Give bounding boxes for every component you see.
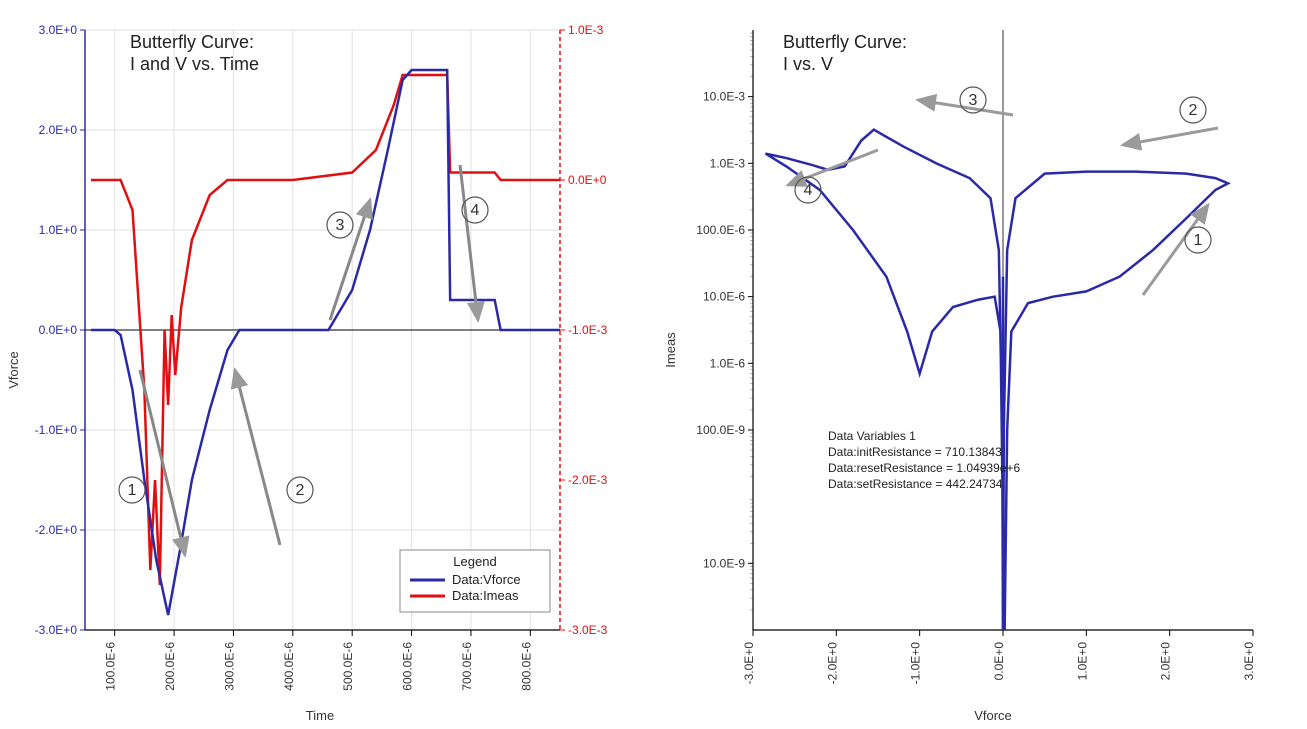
left-chart-panel: 100.0E-6 200.0E-6 300.0E-6 400.0E-6 500.0E-6… xyxy=(0,0,653,729)
step-number: 4 xyxy=(804,182,813,199)
svg-text:1.0E-6: 1.0E-6 xyxy=(710,356,746,370)
step-number: 3 xyxy=(336,217,345,234)
step-number: 2 xyxy=(1189,102,1198,119)
svg-text:-3.0E+0: -3.0E+0 xyxy=(742,642,756,685)
data-variables-line: Data:initResistance = 710.13843 xyxy=(828,445,1002,459)
svg-text:-1.0E+0: -1.0E+0 xyxy=(35,423,78,437)
svg-text:-2.0E+0: -2.0E+0 xyxy=(825,642,839,685)
step-number: 1 xyxy=(128,482,137,499)
svg-text:1.0E-3: 1.0E-3 xyxy=(710,156,746,170)
svg-text:0.0E+0: 0.0E+0 xyxy=(568,173,607,187)
svg-text:2.0E+0: 2.0E+0 xyxy=(1159,642,1173,681)
svg-text:400.0E-6: 400.0E-6 xyxy=(282,642,296,691)
right-title-1: Butterfly Curve: xyxy=(783,32,907,52)
svg-text:1.0E+0: 1.0E+0 xyxy=(1075,642,1089,681)
data-variables-line: Data:setResistance = 442.24734 xyxy=(828,477,1003,491)
svg-text:-3.0E-3: -3.0E-3 xyxy=(568,623,608,637)
legend-item: Data:Imeas xyxy=(452,588,519,603)
direction-arrow-icon xyxy=(918,100,1013,115)
direction-arrow-icon xyxy=(235,370,280,545)
svg-text:1.0E+0: 1.0E+0 xyxy=(39,223,78,237)
right-ylabel: Imeas xyxy=(663,332,678,368)
svg-text:10.0E-3: 10.0E-3 xyxy=(703,90,745,104)
svg-text:0.0E+0: 0.0E+0 xyxy=(39,323,78,337)
svg-text:-1.0E-3: -1.0E-3 xyxy=(568,323,608,337)
step-number: 4 xyxy=(471,202,480,219)
svg-text:600.0E-6: 600.0E-6 xyxy=(401,642,415,691)
svg-text:3.0E+0: 3.0E+0 xyxy=(39,23,78,37)
data-variables-line: Data:resetResistance = 1.04939e+6 xyxy=(828,461,1020,475)
svg-text:1.0E-3: 1.0E-3 xyxy=(568,23,604,37)
step-number: 3 xyxy=(969,92,978,109)
data-variables-title: Data Variables 1 xyxy=(828,429,916,443)
svg-text:-2.0E-3: -2.0E-3 xyxy=(568,473,608,487)
left-xlabel: Time xyxy=(306,708,334,723)
legend-title: Legend xyxy=(453,554,496,569)
svg-text:3.0E+0: 3.0E+0 xyxy=(1242,642,1256,681)
right-title-2: I vs. V xyxy=(783,54,833,74)
svg-text:500.0E-6: 500.0E-6 xyxy=(341,642,355,691)
svg-text:100.0E-6: 100.0E-6 xyxy=(104,642,118,691)
svg-text:100.0E-9: 100.0E-9 xyxy=(696,423,745,437)
left-ylabel-left: Vforce xyxy=(6,351,21,389)
svg-text:2.0E+0: 2.0E+0 xyxy=(39,123,78,137)
svg-text:-3.0E+0: -3.0E+0 xyxy=(35,623,78,637)
right-xlabel: Vforce xyxy=(974,708,1012,723)
svg-text:700.0E-6: 700.0E-6 xyxy=(460,642,474,691)
step-number: 1 xyxy=(1194,232,1203,249)
right-chart-panel: -3.0E+0 -2.0E+0 -1.0E+0 0.0E+0 1.0E+0 2.0E+0 3… xyxy=(653,0,1307,729)
page: 100.0E-6 200.0E-6 300.0E-6 400.0E-6 500.0E-6… xyxy=(0,0,1307,729)
svg-text:300.0E-6: 300.0E-6 xyxy=(222,642,236,691)
svg-text:10.0E-9: 10.0E-9 xyxy=(703,556,745,570)
direction-arrow-icon xyxy=(460,165,478,320)
left-title-1: Butterfly Curve: xyxy=(130,32,254,52)
svg-text:0.0E+0: 0.0E+0 xyxy=(992,642,1006,681)
svg-text:10.0E-6: 10.0E-6 xyxy=(703,290,745,304)
svg-text:-1.0E+0: -1.0E+0 xyxy=(909,642,923,685)
direction-arrow-icon xyxy=(1123,128,1218,145)
svg-text:100.0E-6: 100.0E-6 xyxy=(696,223,745,237)
svg-text:800.0E-6: 800.0E-6 xyxy=(519,642,533,691)
right-chart-svg: -3.0E+0 -2.0E+0 -1.0E+0 0.0E+0 1.0E+0 2.0E+0 3… xyxy=(653,0,1307,729)
legend-item: Data:Vforce xyxy=(452,572,521,587)
left-chart-svg: 100.0E-6 200.0E-6 300.0E-6 400.0E-6 500.0E-6… xyxy=(0,0,653,729)
step-number: 2 xyxy=(296,482,305,499)
svg-text:-2.0E+0: -2.0E+0 xyxy=(35,523,78,537)
iv-curve-line xyxy=(766,130,1229,630)
left-title-2: I and V vs. Time xyxy=(130,54,259,74)
direction-arrow-icon xyxy=(788,150,878,185)
svg-text:200.0E-6: 200.0E-6 xyxy=(163,642,177,691)
